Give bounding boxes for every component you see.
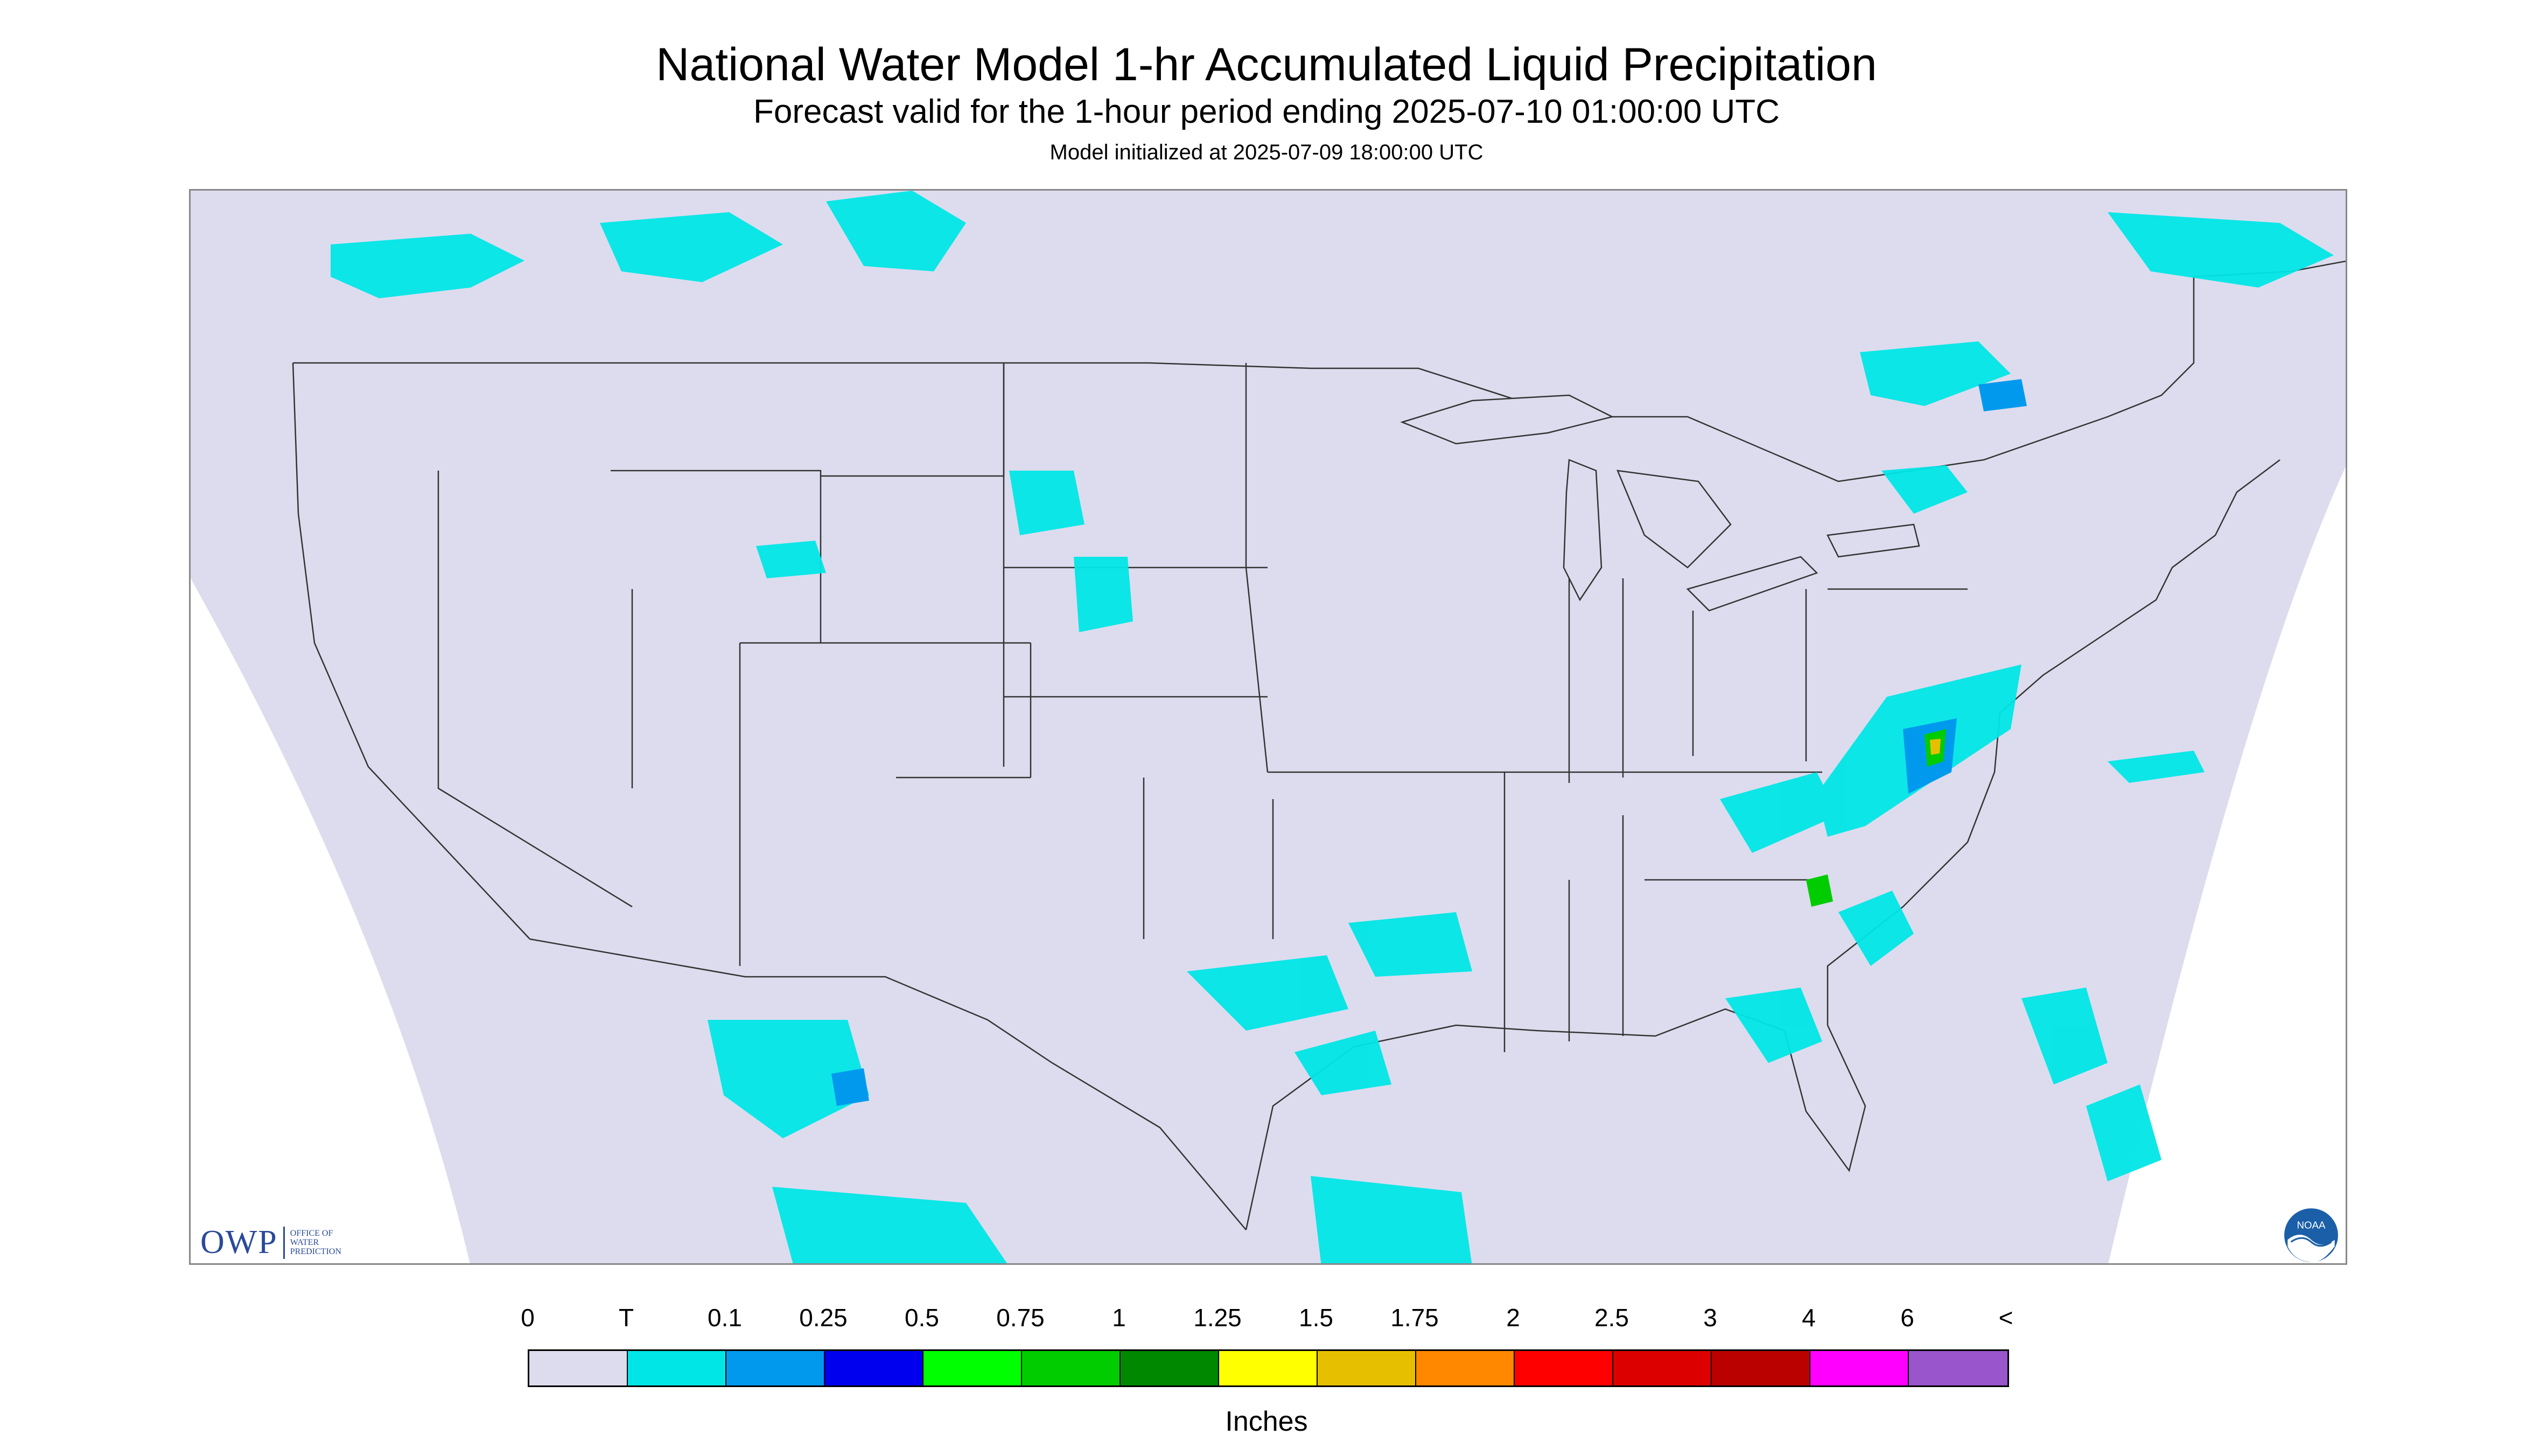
map-title: National Water Model 1-hr Accumulated Li… bbox=[656, 39, 1877, 90]
legend-label: < bbox=[1998, 1304, 2013, 1332]
precipitation-map[interactable]: OWP OFFICE OF WATER PREDICTION NOAA bbox=[189, 189, 2347, 1265]
color-legend bbox=[528, 1349, 2009, 1387]
legend-label: 0.5 bbox=[905, 1304, 939, 1332]
legend-label: 0.1 bbox=[708, 1304, 742, 1332]
legend-labels: 0 T 0.1 0.25 0.5 0.75 1 1.25 1.5 1.75 2 2.5 3 4 6 < bbox=[521, 1303, 2014, 1341]
legend-label: 2 bbox=[1506, 1304, 1520, 1332]
us-canada-border bbox=[293, 260, 2346, 482]
noaa-logo-icon: NOAA bbox=[2284, 1208, 2338, 1263]
legend-swatch bbox=[1318, 1351, 1416, 1385]
legend-swatch bbox=[1022, 1351, 1121, 1385]
legend-label: 0.25 bbox=[799, 1304, 848, 1332]
lake-superior bbox=[1400, 394, 1614, 445]
legend-swatch bbox=[1810, 1351, 1909, 1385]
legend-swatch bbox=[1121, 1351, 1219, 1385]
legend-label: T bbox=[618, 1304, 634, 1332]
map-subtitle: Forecast valid for the 1-hour period end… bbox=[753, 93, 1780, 130]
lake-michigan bbox=[1563, 459, 1603, 601]
legend-swatch bbox=[1416, 1351, 1515, 1385]
legend-swatch bbox=[1515, 1351, 1613, 1385]
owp-sub-line3: PREDICTION bbox=[290, 1247, 341, 1256]
legend-label: 1.5 bbox=[1299, 1304, 1333, 1332]
legend-label: 1.25 bbox=[1193, 1304, 1242, 1332]
legend-swatch bbox=[825, 1351, 923, 1385]
state-lines-east bbox=[1505, 578, 1968, 1041]
legend-label: 6 bbox=[1900, 1304, 1914, 1332]
precip-intense bbox=[1930, 739, 1941, 755]
legend-swatch bbox=[1712, 1351, 1810, 1385]
model-init-time: Model initialized at 2025-07-09 18:00:00… bbox=[1049, 141, 1484, 164]
legend-label: 4 bbox=[1802, 1304, 1816, 1332]
lake-huron bbox=[1617, 470, 1732, 569]
map-canvas bbox=[191, 191, 2346, 1263]
lake-ontario bbox=[1827, 523, 1920, 558]
precip-trace bbox=[331, 191, 2334, 1263]
legend-label: 3 bbox=[1703, 1304, 1717, 1332]
legend-swatch bbox=[529, 1351, 628, 1385]
legend-swatch bbox=[923, 1351, 1022, 1385]
owp-logo: OWP OFFICE OF WATER PREDICTION bbox=[200, 1223, 341, 1262]
legend-label: 0 bbox=[521, 1304, 535, 1332]
east-coast bbox=[1827, 459, 2280, 1025]
precip-moderate bbox=[831, 379, 2027, 1106]
owp-sub-line1: OFFICE OF bbox=[290, 1229, 333, 1238]
owp-logo-text: OWP bbox=[200, 1224, 278, 1261]
legend-swatch bbox=[1909, 1351, 2007, 1385]
left-domain-mask bbox=[191, 578, 470, 1263]
legend-swatch bbox=[628, 1351, 726, 1385]
us-mexico-border bbox=[529, 938, 1247, 1230]
legend-label: 1.75 bbox=[1390, 1304, 1439, 1332]
legend-units: Inches bbox=[1225, 1406, 1308, 1437]
legend-swatch bbox=[1219, 1351, 1318, 1385]
legend-label: 1 bbox=[1112, 1304, 1126, 1332]
svg-text:NOAA: NOAA bbox=[2297, 1220, 2326, 1231]
legend-label: 0.75 bbox=[996, 1304, 1045, 1332]
lake-erie bbox=[1686, 556, 1818, 612]
boundaries bbox=[292, 260, 2346, 1230]
legend-swatch bbox=[726, 1351, 825, 1385]
right-domain-mask bbox=[2108, 466, 2346, 1263]
great-lakes bbox=[1400, 394, 1920, 612]
owp-logo-divider bbox=[283, 1226, 285, 1259]
west-coast bbox=[292, 362, 530, 940]
owp-sub-line2: WATER bbox=[290, 1238, 319, 1247]
owp-logo-subtext: OFFICE OF WATER PREDICTION bbox=[290, 1229, 341, 1256]
legend-label: 2.5 bbox=[1594, 1304, 1629, 1332]
state-lines-west bbox=[437, 363, 1032, 966]
legend-swatch bbox=[1613, 1351, 1712, 1385]
